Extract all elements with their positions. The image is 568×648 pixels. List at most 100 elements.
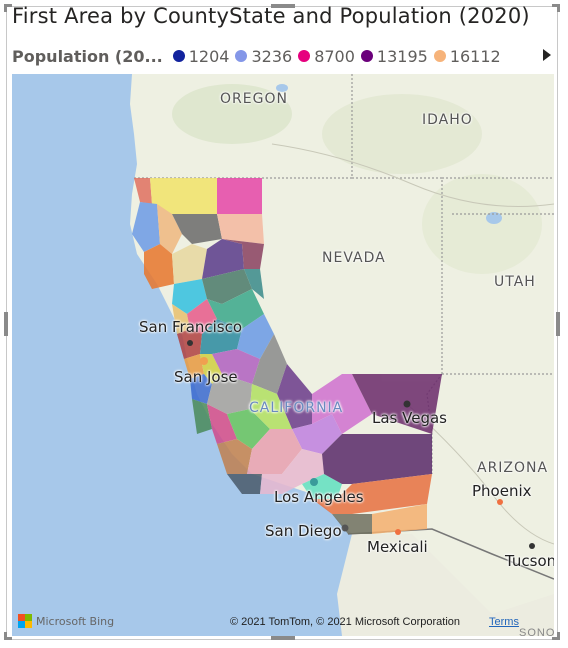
- resize-handle-bottom[interactable]: [271, 636, 295, 640]
- lake: [486, 212, 502, 224]
- county: [132, 202, 160, 252]
- city-marker-lv: [403, 400, 411, 408]
- city-label-los-angeles: Los Angeles: [274, 488, 364, 506]
- visual-title: First Area by CountyState and Population…: [12, 4, 530, 28]
- resize-handle-bottom-left-v[interactable]: [4, 632, 7, 640]
- legend-item-label: 3236: [251, 46, 293, 66]
- state-label-arizona: ARIZONA: [477, 460, 549, 476]
- bing-attribution: Microsoft Bing: [18, 614, 114, 628]
- county: [332, 514, 372, 534]
- terrain-shade: [422, 174, 542, 274]
- land-mexico: [337, 534, 554, 636]
- legend: Population (20... 1204 3236 8700 13195 1…: [12, 44, 507, 68]
- microsoft-logo-icon: [18, 614, 32, 628]
- resize-handle-bottom-right[interactable]: [552, 637, 560, 640]
- resize-handle-bottom-right-v[interactable]: [557, 632, 560, 640]
- county: [134, 178, 152, 204]
- county: [227, 409, 270, 449]
- county: [312, 474, 432, 514]
- city-marker-la: [310, 478, 318, 486]
- chevron-right-icon[interactable]: [543, 49, 551, 61]
- county: [237, 314, 274, 359]
- city-label-san-jose: San Jose: [174, 368, 238, 386]
- legend-title: Population (20...: [12, 46, 163, 66]
- county: [207, 289, 264, 329]
- state-label-utah: UTAH: [494, 274, 536, 290]
- county: [192, 399, 212, 434]
- county: [200, 319, 242, 354]
- resize-handle-top-left[interactable]: [4, 4, 12, 7]
- county: [352, 374, 442, 434]
- city-marker-mexicali: [395, 529, 401, 535]
- county: [172, 244, 207, 284]
- legend-item-label: 1204: [188, 46, 230, 66]
- county: [157, 204, 182, 254]
- county: [172, 279, 207, 314]
- city-marker-sf: [187, 340, 193, 346]
- legend-item-label: 16112: [449, 46, 501, 66]
- city-marker-sd: [341, 524, 349, 532]
- county: [150, 178, 217, 214]
- terrain-shade: [322, 94, 482, 174]
- legend-item[interactable]: 1204: [172, 46, 230, 66]
- county: [247, 429, 302, 474]
- legend-item[interactable]: 3236: [235, 47, 292, 66]
- county: [202, 239, 244, 279]
- legend-item[interactable]: 13195: [360, 46, 428, 66]
- state-label-oregon: OREGON: [220, 91, 288, 107]
- map-svg: [130, 74, 554, 636]
- city-label-las-vegas: Las Vegas: [372, 409, 447, 427]
- county: [217, 439, 252, 474]
- state-label-california: CALIFORNIA: [249, 400, 344, 416]
- city-label-mexicali: Mexicali: [367, 538, 428, 556]
- legend-item[interactable]: 8700: [298, 47, 355, 66]
- city-marker-phx: [497, 499, 503, 505]
- lake: [276, 84, 288, 92]
- county: [372, 504, 427, 534]
- road: [271, 143, 554, 207]
- county: [184, 354, 204, 379]
- resize-handle-left[interactable]: [4, 312, 8, 336]
- county: [252, 334, 287, 394]
- city-marker-tucson: [529, 543, 535, 549]
- county: [190, 374, 212, 404]
- legend-item-label: 8700: [314, 46, 355, 66]
- state-label-nevada: NEVADA: [322, 250, 386, 266]
- legend-dot: [172, 50, 185, 62]
- city-label-san-diego: San Diego: [265, 522, 342, 540]
- resize-handle-right[interactable]: [556, 312, 560, 336]
- county: [312, 374, 372, 434]
- county: [244, 269, 264, 299]
- legend-dot: [360, 50, 373, 62]
- legend-item-label: 13195: [376, 46, 428, 66]
- city-marker-sj: [200, 357, 208, 365]
- county: [207, 404, 237, 444]
- resize-handle-top-right-v[interactable]: [557, 4, 560, 12]
- county: [144, 244, 174, 289]
- county: [217, 214, 264, 244]
- county: [207, 374, 252, 414]
- county: [322, 434, 432, 484]
- county: [222, 239, 264, 269]
- legend-dot: [235, 50, 248, 62]
- city-label-tucson: Tucson: [505, 552, 554, 570]
- state-label-idaho: IDAHO: [422, 112, 473, 128]
- bing-provider-text: Microsoft Bing: [36, 614, 115, 628]
- terms-link[interactable]: Terms: [489, 616, 519, 628]
- resize-handle-top[interactable]: [271, 4, 295, 8]
- county: [260, 449, 324, 494]
- county: [212, 349, 260, 384]
- resize-handle-top-right[interactable]: [552, 4, 560, 7]
- resize-handle-top-left-v[interactable]: [4, 4, 7, 12]
- city-label-san-francisco: San Francisco: [139, 318, 243, 336]
- legend-item[interactable]: 16112: [433, 46, 501, 66]
- legend-dot: [298, 50, 311, 62]
- county: [172, 304, 190, 334]
- county: [277, 364, 312, 429]
- map-copyright: © 2021 TomTom, © 2021 Microsoft Corporat…: [230, 616, 461, 628]
- legend-dot: [433, 50, 446, 62]
- map-canvas[interactable]: OREGON IDAHO NEVADA UTAH CALIFORNIA ARIZ…: [12, 74, 554, 636]
- county: [292, 414, 342, 454]
- resize-handle-bottom-left[interactable]: [4, 637, 12, 640]
- county: [187, 299, 217, 334]
